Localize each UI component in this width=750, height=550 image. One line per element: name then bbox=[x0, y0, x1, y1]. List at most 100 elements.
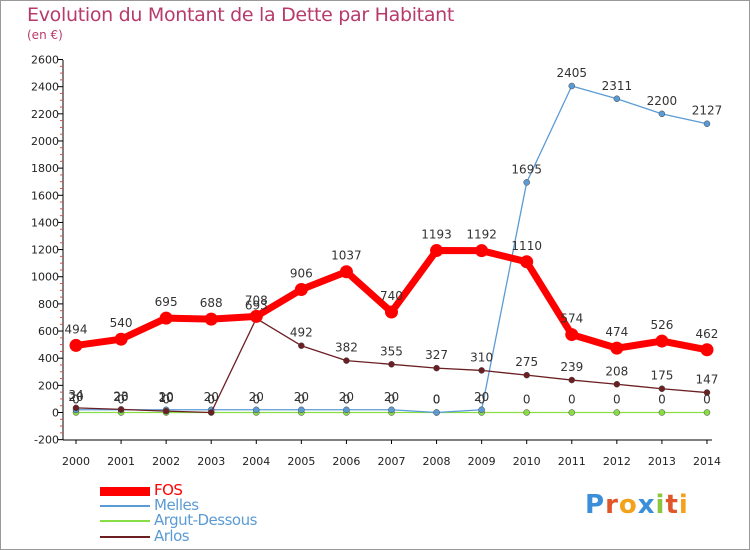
logo-letter: i bbox=[678, 490, 689, 520]
data-point-melles bbox=[388, 406, 395, 414]
data-point-melles bbox=[613, 95, 621, 103]
data-point-fos bbox=[339, 265, 353, 279]
data-label-melles: 2311 bbox=[602, 79, 633, 93]
data-point-fos bbox=[384, 305, 398, 319]
data-label-arlos: 175 bbox=[650, 369, 673, 383]
y-tick-label: 2000 bbox=[31, 135, 59, 148]
data-point-arlos bbox=[388, 361, 395, 368]
data-point-arlos bbox=[523, 371, 530, 379]
data-label-melles: 20 bbox=[384, 390, 399, 404]
data-point-fos bbox=[700, 343, 714, 357]
data-point-fos bbox=[249, 309, 263, 323]
data-point-melles bbox=[523, 179, 530, 186]
legend-swatch-melles bbox=[100, 505, 150, 507]
data-point-melles bbox=[343, 406, 350, 414]
data-label-fos: 1037 bbox=[331, 249, 362, 263]
data-label-arlos: 10 bbox=[158, 391, 173, 405]
data-point-melles bbox=[703, 120, 711, 127]
chart-subtitle: (en €) bbox=[27, 28, 63, 42]
data-label-argut-dessous: 0 bbox=[388, 393, 396, 407]
x-tick-label: 2012 bbox=[603, 455, 631, 468]
x-tick-label: 2003 bbox=[197, 455, 225, 468]
data-label-argut-dessous: 0 bbox=[252, 393, 260, 407]
y-tick-label: 400 bbox=[38, 352, 59, 365]
data-point-melles bbox=[478, 406, 485, 414]
data-label-fos: 574 bbox=[560, 312, 583, 326]
data-label-argut-dessous: 0 bbox=[72, 393, 80, 407]
y-tick-label: 1800 bbox=[31, 162, 59, 175]
data-label-fos: 1110 bbox=[511, 239, 542, 253]
data-label-arlos: 0 bbox=[207, 393, 215, 407]
legend-label-arlos: Arlos bbox=[154, 527, 190, 545]
data-label-fos: 708 bbox=[245, 293, 268, 307]
data-point-argut-dessous bbox=[568, 409, 576, 416]
legend-swatch-argut-dessous bbox=[100, 520, 150, 522]
data-label-melles: 0 bbox=[433, 393, 441, 407]
data-point-fos bbox=[69, 338, 83, 352]
data-label-arlos: 327 bbox=[425, 348, 448, 362]
data-point-argut-dessous bbox=[703, 409, 711, 416]
y-tick-label: 200 bbox=[38, 379, 59, 392]
chart-title: Evolution du Montant de la Dette par Hab… bbox=[27, 4, 455, 26]
data-point-arlos bbox=[72, 404, 80, 412]
data-label-arlos: 208 bbox=[605, 364, 628, 378]
data-point-arlos bbox=[298, 342, 305, 349]
y-tick-label: 2200 bbox=[31, 108, 59, 121]
y-tick-label: 600 bbox=[38, 325, 59, 338]
data-point-fos bbox=[114, 332, 128, 346]
data-point-melles bbox=[568, 82, 576, 90]
data-label-melles: 2127 bbox=[692, 104, 723, 118]
data-label-argut-dessous: 0 bbox=[433, 393, 441, 407]
x-tick-label: 2006 bbox=[332, 455, 360, 468]
data-point-fos bbox=[520, 255, 534, 269]
data-point-arlos bbox=[117, 406, 125, 413]
data-point-fos bbox=[610, 341, 624, 355]
data-label-argut-dessous: 0 bbox=[568, 393, 576, 407]
data-label-arlos: 23 bbox=[113, 389, 128, 403]
y-tick-label: 2600 bbox=[31, 54, 59, 67]
data-label-arlos: 34 bbox=[68, 388, 83, 402]
data-label-argut-dessous: 0 bbox=[658, 393, 666, 407]
data-label-arlos: 275 bbox=[515, 355, 538, 369]
data-point-arlos bbox=[343, 357, 350, 364]
legend-swatch-fos bbox=[100, 487, 150, 496]
logo-letter: o bbox=[618, 490, 638, 520]
x-tick-label: 2010 bbox=[513, 455, 541, 468]
data-point-argut-dessous bbox=[613, 409, 621, 416]
data-point-fos bbox=[565, 328, 579, 342]
data-point-fos bbox=[204, 312, 218, 326]
x-tick-label: 2004 bbox=[242, 455, 270, 468]
data-label-argut-dessous: 0 bbox=[298, 393, 306, 407]
logo-letter: x bbox=[637, 490, 656, 520]
data-label-fos: 740 bbox=[380, 289, 403, 303]
data-label-fos: 695 bbox=[155, 295, 178, 309]
x-tick-label: 2014 bbox=[693, 455, 721, 468]
data-label-melles: 2200 bbox=[647, 94, 678, 108]
data-label-melles: 20 bbox=[158, 390, 173, 404]
data-label-fos: 540 bbox=[110, 316, 133, 330]
data-label-melles: 1695 bbox=[511, 162, 542, 176]
proxiti-logo: Proxiti bbox=[585, 490, 689, 520]
data-label-arlos: 355 bbox=[380, 344, 403, 358]
data-label-arlos: 382 bbox=[335, 341, 358, 355]
y-tick-label: 0 bbox=[52, 407, 59, 420]
data-label-fos: 494 bbox=[65, 322, 88, 336]
data-label-melles: 20 bbox=[68, 390, 83, 404]
data-point-fos bbox=[475, 244, 489, 258]
data-label-arlos: 239 bbox=[560, 360, 583, 374]
x-tick-label: 2001 bbox=[107, 455, 135, 468]
y-tick-label: 1600 bbox=[31, 189, 59, 202]
data-label-melles: 20 bbox=[339, 390, 354, 404]
data-point-melles bbox=[658, 110, 666, 118]
data-point-fos bbox=[294, 283, 308, 297]
legend-label-fos: FOS bbox=[154, 481, 183, 499]
y-tick-label: 1400 bbox=[31, 216, 59, 229]
y-tick-label: 800 bbox=[38, 298, 59, 311]
x-tick-label: 2009 bbox=[468, 455, 496, 468]
data-label-melles: 20 bbox=[294, 390, 309, 404]
data-label-fos: 474 bbox=[605, 325, 628, 339]
data-label-argut-dessous: 0 bbox=[523, 393, 531, 407]
x-tick-label: 2008 bbox=[423, 455, 451, 468]
